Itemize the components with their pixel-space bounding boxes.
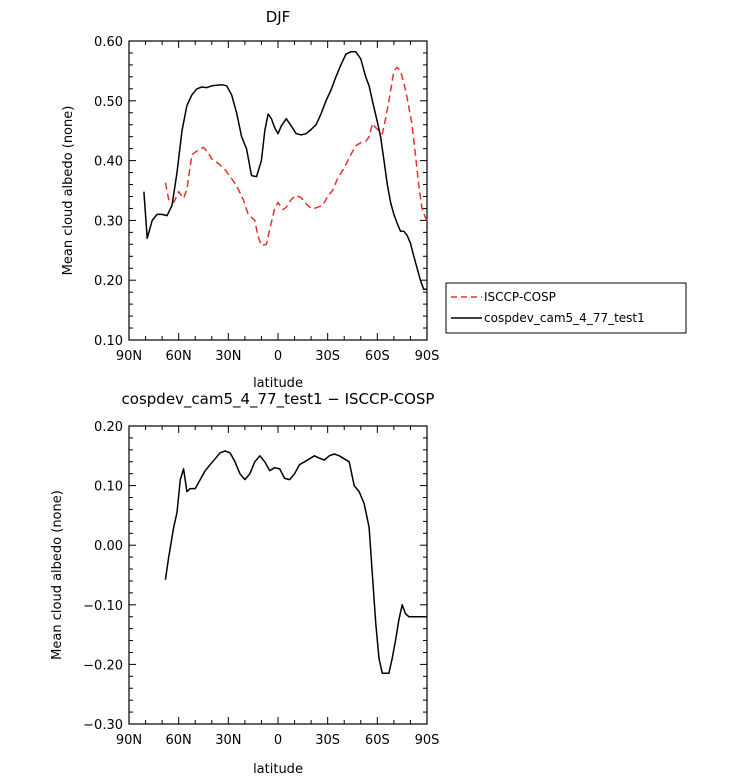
bottom-x-tick-label: 60S: [365, 733, 390, 748]
top-y-tick-label: 0.30: [94, 214, 123, 229]
top-x-tick-label: 90S: [415, 349, 440, 364]
top-x-tick-label: 60N: [166, 349, 192, 364]
legend-label-cospdev: cospdev_cam5_4_77_test1: [484, 311, 645, 325]
top-y-axis-label: Mean cloud albedo (none): [61, 106, 76, 276]
top-series-line-cospdev-cam5-4-77-test1: [143, 51, 427, 290]
bottom-y-tick-label: −0.10: [83, 599, 123, 614]
top-y-tick-label: 0.10: [94, 334, 123, 349]
legend-label-isccp-cosp: ISCCP-COSP: [484, 290, 556, 304]
bottom-y-tick-label: −0.20: [83, 658, 123, 673]
bottom-x-tick-label: 90N: [116, 733, 142, 748]
top-x-tick-label: 90N: [116, 349, 142, 364]
bottom-x-axis-label: latitude: [253, 762, 303, 777]
bottom-y-tick-label: −0.30: [83, 718, 123, 733]
top-x-axis-label: latitude: [253, 376, 303, 391]
bottom-chart-title: cospdev_cam5_4_77_test1 − ISCCP-COSP: [122, 390, 435, 409]
bottom-chart-panel: cospdev_cam5_4_77_test1 − ISCCP-COSP Mea…: [50, 390, 439, 777]
top-x-tick-label: 60S: [365, 349, 390, 364]
bottom-x-tick-label: 30S: [315, 733, 340, 748]
bottom-x-tick-label: 0: [274, 733, 282, 748]
bottom-x-tick-label: 60N: [166, 733, 192, 748]
bottom-plot-frame: [128, 425, 428, 725]
bottom-y-tick-label: 0.10: [94, 480, 123, 495]
top-x-tick-label: 30S: [315, 349, 340, 364]
legend: ISCCP-COSP cospdev_cam5_4_77_test1: [445, 282, 687, 334]
bottom-y-axis-label: Mean cloud albedo (none): [50, 490, 65, 660]
top-y-tick-label: 0.60: [94, 35, 123, 50]
top-chart-title: DJF: [266, 8, 291, 26]
bottom-series-line-difference: [164, 450, 427, 675]
top-x-tick-label: 0: [274, 349, 282, 364]
top-series-line-isccp-cosp: [164, 66, 428, 247]
bottom-x-tick-label: 90S: [415, 733, 440, 748]
bottom-y-tick-label: 0.00: [94, 539, 123, 554]
bottom-x-tick-label: 30N: [215, 733, 241, 748]
top-y-tick-label: 0.50: [94, 95, 123, 110]
top-x-tick-label: 30N: [215, 349, 241, 364]
top-y-tick-label: 0.20: [94, 274, 123, 289]
bottom-y-tick-label: 0.20: [94, 420, 123, 435]
top-chart-panel: DJF Mean cloud albedo (none) 0.10 0.20 0.3…: [61, 8, 687, 364]
legend-box: [445, 282, 687, 334]
top-y-tick-label: 0.40: [94, 155, 123, 170]
